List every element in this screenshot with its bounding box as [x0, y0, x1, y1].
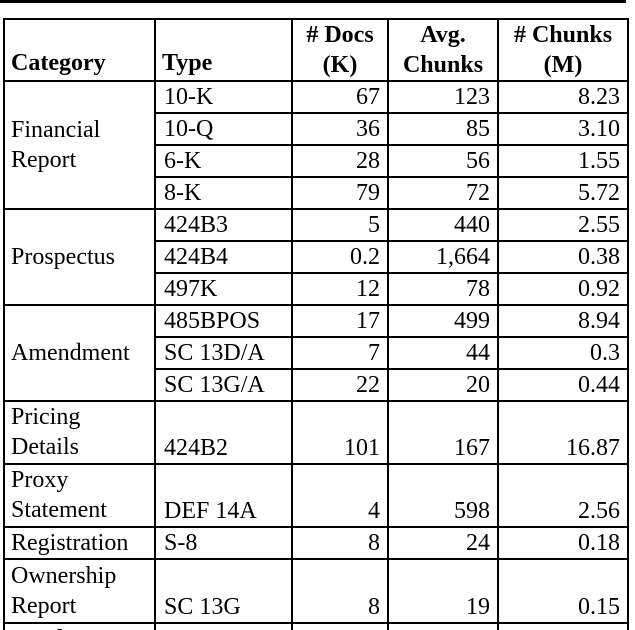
category-cell-prospectus: Prospectus: [3, 208, 156, 306]
docs-cell: 36: [291, 112, 389, 146]
type-cell: 497K: [154, 272, 293, 306]
chunks-cell: 8.94: [497, 304, 629, 338]
col-header-docs-line1: # Docs: [306, 22, 374, 48]
table-row: Amendment 485BPOS 17 499 8.94: [3, 304, 629, 402]
docs-cell: 8: [291, 526, 389, 560]
chunks-cell: 0.3: [497, 336, 629, 370]
avg-chunks-cell: 44: [387, 336, 499, 370]
col-header-category: Category: [3, 18, 156, 82]
avg-chunks-cell: 167: [387, 400, 499, 465]
col-header-docs: # Docs (K): [291, 18, 389, 82]
chunks-cell: 2.55: [497, 208, 629, 242]
chunks-cell: 0.18: [497, 526, 629, 560]
chunks-cell: 5.72: [497, 176, 629, 210]
type-cell: 424B2: [154, 400, 293, 465]
type-cell: DEF 14A: [154, 463, 293, 528]
docs-cell: 5: [291, 208, 389, 242]
total-type-cell: [154, 622, 293, 630]
avg-chunks-cell: 20: [387, 368, 499, 402]
avg-chunks-cell: 1,664: [387, 240, 499, 274]
docs-cell: 7: [291, 336, 389, 370]
table-row: Proxy Statement DEF 14A 4 598 2.56: [3, 463, 629, 528]
docs-cell: 4: [291, 463, 389, 528]
docs-cell: 12: [291, 272, 389, 306]
total-avg-chunks-cell: [387, 622, 499, 630]
table-row: 10-Q 36 85 3.10: [4, 112, 629, 146]
type-cell: 10-Q: [154, 112, 293, 146]
col-header-avg-line2: Chunks: [402, 52, 484, 78]
docs-cell: 101: [291, 400, 389, 465]
table-row: 6-K 28 56 1.55: [4, 144, 629, 178]
chunks-cell: 0.38: [497, 240, 629, 274]
chunks-cell: 0.44: [497, 368, 629, 402]
col-header-chunks-line1: # Chunks: [513, 22, 613, 48]
type-cell: SC 13G/A: [154, 368, 293, 402]
chunks-cell: 16.87: [497, 400, 629, 465]
table-row: Ownership Report SC 13G 8 19 0.15: [3, 558, 629, 624]
avg-chunks-cell: 123: [387, 80, 499, 114]
chunks-cell: 3.10: [497, 112, 629, 146]
top-rule: [0, 0, 626, 3]
avg-chunks-cell: 72: [387, 176, 499, 210]
docs-cell: 67: [291, 80, 389, 114]
docs-cell: 28: [291, 144, 389, 178]
avg-chunks-cell: 85: [387, 112, 499, 146]
chunks-cell: 0.15: [497, 558, 629, 624]
col-header-docs-line2: (K): [322, 52, 358, 78]
chunks-cell: 2.56: [497, 463, 629, 528]
avg-chunks-cell: 56: [387, 144, 499, 178]
total-chunks-cell: 51.88: [497, 622, 629, 630]
header-row: Category Type # Docs (K) Avg. Chunks # C…: [3, 18, 629, 82]
table-row: 424B4 0.2 1,664 0.38: [4, 240, 629, 274]
category-cell-amendment: Amendment: [3, 304, 156, 402]
table-row: 497K 12 78 0.92: [4, 272, 629, 306]
chunks-cell: 8.23: [497, 80, 629, 114]
table-row: SC 13G/A 22 20 0.44: [4, 368, 629, 402]
type-cell: 8-K: [154, 176, 293, 210]
type-cell: SC 13D/A: [154, 336, 293, 370]
category-cell-registration: Registration: [3, 526, 156, 560]
docs-cell: 0.2: [291, 240, 389, 274]
type-cell: 6-K: [154, 144, 293, 178]
category-cell-financial-report: Financial Report: [3, 80, 156, 210]
chunks-cell: 1.55: [497, 144, 629, 178]
category-cell-ownership-report: Ownership Report: [3, 558, 156, 624]
table-row: Registration S-8 8 24 0.18: [3, 526, 629, 560]
avg-chunks-cell: 499: [387, 304, 499, 338]
col-header-avg-chunks: Avg. Chunks: [387, 18, 499, 82]
avg-chunks-cell: 598: [387, 463, 499, 528]
avg-chunks-cell: 440: [387, 208, 499, 242]
type-cell: S-8: [154, 526, 293, 560]
total-label-cell: Total:: [3, 622, 156, 630]
docs-cell: 8: [291, 558, 389, 624]
avg-chunks-cell: 24: [387, 526, 499, 560]
docs-cell: 79: [291, 176, 389, 210]
chunks-cell: 0.92: [497, 272, 629, 306]
table-row: SC 13D/A 7 44 0.3: [4, 336, 629, 370]
type-cell: 424B4: [154, 240, 293, 274]
table-row: Prospectus 424B3 5 440 2.55: [3, 208, 629, 306]
col-header-type: Type: [154, 18, 293, 82]
type-cell: 10-K: [154, 80, 293, 114]
type-cell: 485BPOS: [154, 304, 293, 338]
category-cell-pricing-details: Pricing Details: [3, 400, 156, 465]
total-row: Total: 396 51.88: [3, 622, 629, 630]
total-docs-cell: 396: [291, 622, 389, 630]
type-cell: 424B3: [154, 208, 293, 242]
docs-cell: 17: [291, 304, 389, 338]
table-row: Financial Report 10-K 67 123 8.23: [3, 80, 629, 210]
document-stats-table: Category Type # Docs (K) Avg. Chunks # C…: [3, 18, 629, 630]
type-cell: SC 13G: [154, 558, 293, 624]
avg-chunks-cell: 19: [387, 558, 499, 624]
docs-cell: 22: [291, 368, 389, 402]
table-row: 8-K 79 72 5.72: [4, 176, 629, 210]
col-header-avg-line1: Avg.: [420, 22, 466, 48]
col-header-chunks-line2: (M): [543, 52, 583, 78]
category-cell-proxy-statement: Proxy Statement: [3, 463, 156, 528]
avg-chunks-cell: 78: [387, 272, 499, 306]
table-row: Pricing Details 424B2 101 167 16.87: [3, 400, 629, 465]
col-header-chunks: # Chunks (M): [497, 18, 629, 82]
